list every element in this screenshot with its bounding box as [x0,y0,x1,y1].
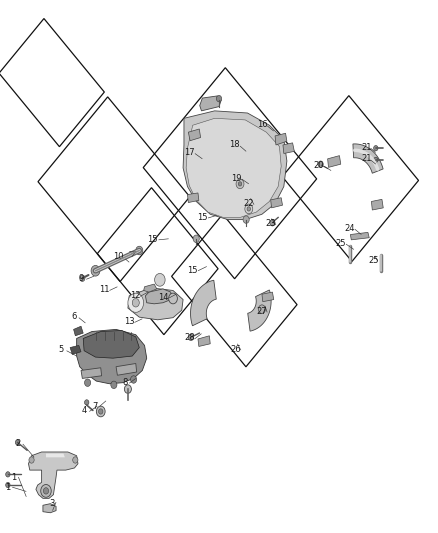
Text: 3: 3 [49,499,54,507]
Circle shape [29,457,34,463]
Text: 6: 6 [71,312,76,321]
Circle shape [245,204,253,214]
Text: 7: 7 [93,402,98,410]
Circle shape [85,400,89,405]
Polygon shape [248,290,271,331]
Text: 22: 22 [244,199,254,208]
Polygon shape [74,326,83,336]
Polygon shape [198,336,210,346]
Text: 19: 19 [231,174,242,182]
Circle shape [236,179,244,189]
Polygon shape [188,129,201,141]
Text: 20: 20 [314,161,324,169]
Text: 8: 8 [122,378,127,387]
Text: 4: 4 [81,407,87,415]
Circle shape [258,305,265,313]
Circle shape [270,220,275,226]
Text: 1: 1 [11,473,17,482]
Polygon shape [43,504,56,513]
Text: 25: 25 [336,239,346,247]
Text: 23: 23 [265,220,276,228]
Text: 21: 21 [362,143,372,151]
Polygon shape [186,118,281,217]
Circle shape [41,484,51,497]
Polygon shape [183,111,287,220]
Circle shape [99,409,103,414]
Circle shape [6,482,10,488]
Polygon shape [46,454,65,457]
Circle shape [188,334,194,341]
Text: 1: 1 [5,483,11,492]
Circle shape [91,265,100,276]
Circle shape [128,293,144,312]
Text: 15: 15 [187,266,198,274]
Circle shape [124,385,131,393]
Polygon shape [371,199,383,210]
Text: 15: 15 [147,235,158,244]
Circle shape [80,275,85,281]
Polygon shape [28,452,78,498]
Text: 13: 13 [124,318,134,326]
Circle shape [169,293,177,304]
Polygon shape [187,193,199,203]
Polygon shape [77,329,147,384]
Circle shape [96,406,105,417]
Polygon shape [70,345,81,354]
Text: 12: 12 [130,292,140,300]
Polygon shape [200,96,221,111]
Circle shape [85,379,91,386]
Circle shape [318,161,323,167]
Circle shape [111,381,117,389]
Polygon shape [128,288,183,320]
Polygon shape [145,289,171,304]
Text: 27: 27 [257,307,267,316]
Text: 5: 5 [59,345,64,353]
Polygon shape [83,330,139,358]
Polygon shape [81,368,102,378]
Text: 2: 2 [15,439,20,448]
Text: 18: 18 [230,141,240,149]
Text: 15: 15 [198,213,208,222]
Circle shape [193,235,199,243]
Polygon shape [275,133,287,145]
Polygon shape [283,143,294,154]
Circle shape [243,216,249,223]
Text: 9: 9 [78,274,84,283]
Text: 25: 25 [368,256,378,264]
Text: 26: 26 [230,345,241,353]
Circle shape [132,298,139,307]
Text: 11: 11 [99,285,110,294]
Text: 21: 21 [362,155,372,163]
Circle shape [374,157,378,163]
Text: 10: 10 [113,252,124,261]
Polygon shape [144,284,157,292]
Polygon shape [271,198,283,208]
Circle shape [6,472,10,477]
Circle shape [247,207,251,211]
Circle shape [15,440,20,445]
Circle shape [216,95,222,102]
Text: 17: 17 [184,148,195,157]
Text: 24: 24 [344,224,355,232]
Circle shape [136,246,143,255]
Polygon shape [350,232,369,240]
Circle shape [155,273,165,286]
Polygon shape [328,156,341,167]
Text: 14: 14 [159,293,169,302]
Circle shape [73,457,78,463]
Polygon shape [116,364,137,375]
Polygon shape [262,292,274,302]
Circle shape [43,488,49,494]
Circle shape [131,376,137,383]
Polygon shape [191,280,216,326]
Circle shape [238,182,242,186]
Circle shape [374,146,378,151]
Text: 28: 28 [184,334,194,342]
Text: 16: 16 [257,120,267,129]
Polygon shape [353,144,383,173]
